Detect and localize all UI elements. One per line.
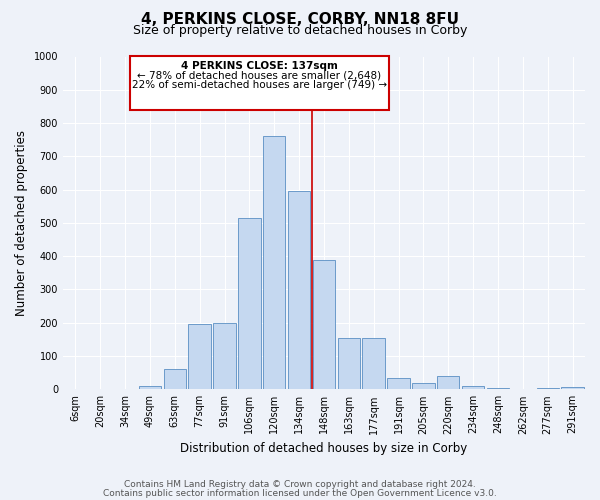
Bar (362, 338, 385, 390)
Bar (188, 324, 211, 390)
Bar (562, 386, 584, 390)
FancyBboxPatch shape (130, 56, 389, 110)
X-axis label: Distribution of detached houses by size in Corby: Distribution of detached houses by size … (181, 442, 467, 455)
Bar (536, 388, 559, 390)
Bar (263, 136, 286, 390)
Text: Contains HM Land Registry data © Crown copyright and database right 2024.: Contains HM Land Registry data © Crown c… (124, 480, 476, 489)
Text: 22% of semi-detached houses are larger (749) →: 22% of semi-detached houses are larger (… (132, 80, 387, 90)
Bar (313, 260, 335, 390)
Bar (238, 218, 260, 390)
Text: Size of property relative to detached houses in Corby: Size of property relative to detached ho… (133, 24, 467, 37)
Bar (412, 382, 434, 390)
Text: Contains public sector information licensed under the Open Government Licence v3: Contains public sector information licen… (103, 488, 497, 498)
Y-axis label: Number of detached properties: Number of detached properties (15, 130, 28, 316)
Bar (487, 388, 509, 390)
Text: ← 78% of detached houses are smaller (2,648): ← 78% of detached houses are smaller (2,… (137, 70, 382, 81)
Bar (437, 376, 460, 390)
Bar (288, 192, 310, 390)
Bar (388, 378, 410, 390)
Bar (164, 370, 186, 390)
Bar (338, 338, 360, 390)
Bar (462, 386, 484, 390)
Text: 4 PERKINS CLOSE: 137sqm: 4 PERKINS CLOSE: 137sqm (181, 62, 338, 72)
Bar (214, 322, 236, 390)
Bar (139, 386, 161, 390)
Text: 4, PERKINS CLOSE, CORBY, NN18 8FU: 4, PERKINS CLOSE, CORBY, NN18 8FU (141, 12, 459, 28)
